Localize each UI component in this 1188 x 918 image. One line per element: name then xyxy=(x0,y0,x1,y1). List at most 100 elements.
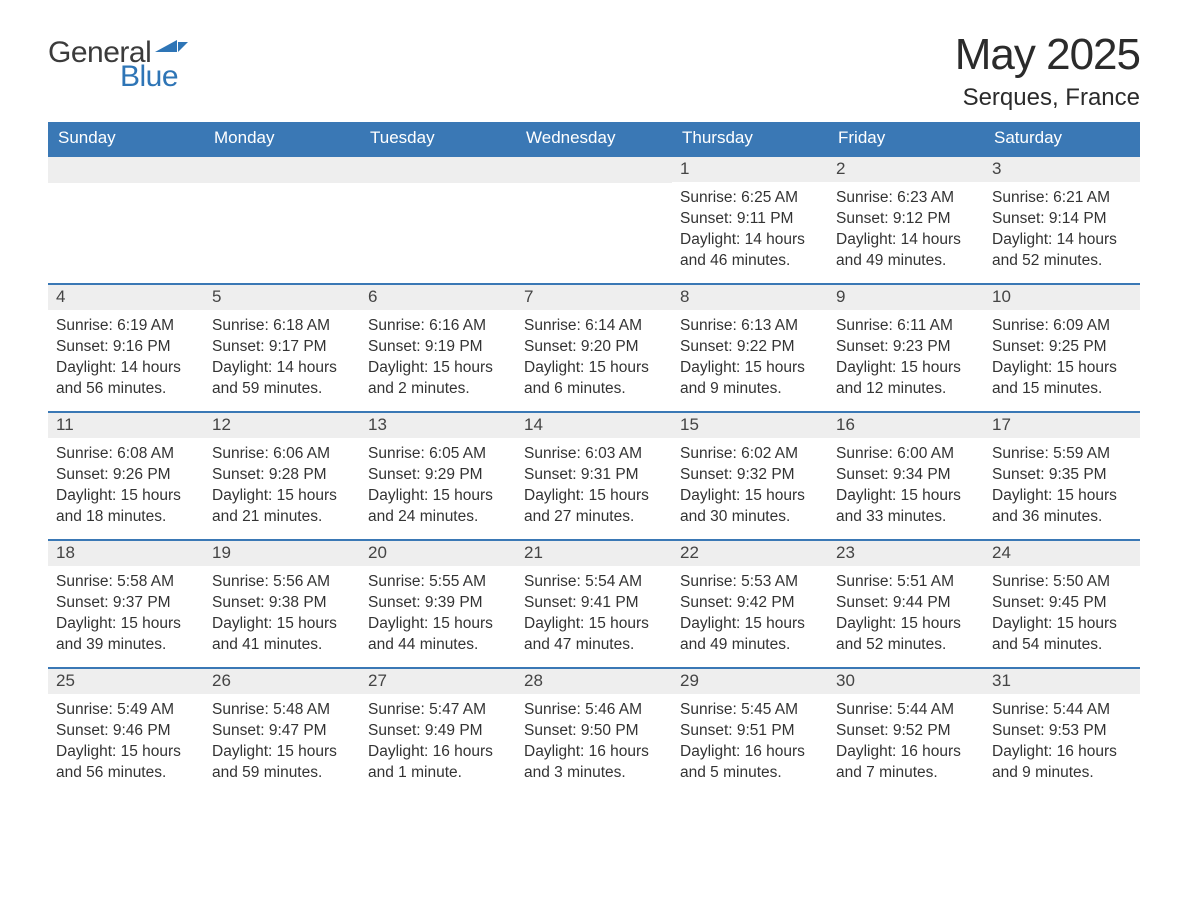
sunset-line: Sunset: 9:53 PM xyxy=(992,721,1132,742)
week-row: 25Sunrise: 5:49 AMSunset: 9:46 PMDayligh… xyxy=(48,667,1140,795)
day-cell: 30Sunrise: 5:44 AMSunset: 9:52 PMDayligh… xyxy=(828,669,984,795)
day-cell: 15Sunrise: 6:02 AMSunset: 9:32 PMDayligh… xyxy=(672,413,828,539)
day-cell: 20Sunrise: 5:55 AMSunset: 9:39 PMDayligh… xyxy=(360,541,516,667)
sunset-line: Sunset: 9:35 PM xyxy=(992,465,1132,486)
sunrise-line: Sunrise: 6:02 AM xyxy=(680,444,820,465)
sunset-line: Sunset: 9:14 PM xyxy=(992,209,1132,230)
sunrise-line: Sunrise: 6:03 AM xyxy=(524,444,664,465)
daylight-line: Daylight: 14 hours and 49 minutes. xyxy=(836,230,976,272)
day-number: 26 xyxy=(204,669,360,694)
daylight-line: Daylight: 15 hours and 15 minutes. xyxy=(992,358,1132,400)
day-details: Sunrise: 6:16 AMSunset: 9:19 PMDaylight:… xyxy=(360,310,516,404)
day-number: 14 xyxy=(516,413,672,438)
sunset-line: Sunset: 9:49 PM xyxy=(368,721,508,742)
day-number: 25 xyxy=(48,669,204,694)
day-cell: 31Sunrise: 5:44 AMSunset: 9:53 PMDayligh… xyxy=(984,669,1140,795)
sunset-line: Sunset: 9:52 PM xyxy=(836,721,976,742)
day-cell: 10Sunrise: 6:09 AMSunset: 9:25 PMDayligh… xyxy=(984,285,1140,411)
sunset-line: Sunset: 9:25 PM xyxy=(992,337,1132,358)
day-cell: 16Sunrise: 6:00 AMSunset: 9:34 PMDayligh… xyxy=(828,413,984,539)
sunrise-line: Sunrise: 5:44 AM xyxy=(836,700,976,721)
daylight-line: Daylight: 15 hours and 47 minutes. xyxy=(524,614,664,656)
daylight-line: Daylight: 15 hours and 2 minutes. xyxy=(368,358,508,400)
day-number: 6 xyxy=(360,285,516,310)
sunrise-line: Sunrise: 6:11 AM xyxy=(836,316,976,337)
daylight-line: Daylight: 15 hours and 39 minutes. xyxy=(56,614,196,656)
day-details: Sunrise: 6:11 AMSunset: 9:23 PMDaylight:… xyxy=(828,310,984,404)
sunset-line: Sunset: 9:26 PM xyxy=(56,465,196,486)
sunset-line: Sunset: 9:20 PM xyxy=(524,337,664,358)
daylight-line: Daylight: 15 hours and 6 minutes. xyxy=(524,358,664,400)
day-cell: 5Sunrise: 6:18 AMSunset: 9:17 PMDaylight… xyxy=(204,285,360,411)
dow-cell: Friday xyxy=(828,122,984,155)
sunrise-line: Sunrise: 6:13 AM xyxy=(680,316,820,337)
day-number: 16 xyxy=(828,413,984,438)
day-details: Sunrise: 5:48 AMSunset: 9:47 PMDaylight:… xyxy=(204,694,360,788)
day-details: Sunrise: 5:49 AMSunset: 9:46 PMDaylight:… xyxy=(48,694,204,788)
sunset-line: Sunset: 9:23 PM xyxy=(836,337,976,358)
week-row: 4Sunrise: 6:19 AMSunset: 9:16 PMDaylight… xyxy=(48,283,1140,411)
sunrise-line: Sunrise: 5:55 AM xyxy=(368,572,508,593)
day-number: 31 xyxy=(984,669,1140,694)
title-block: May 2025 Serques, France xyxy=(955,30,1140,112)
day-cell xyxy=(360,157,516,283)
sunset-line: Sunset: 9:42 PM xyxy=(680,593,820,614)
day-number: 8 xyxy=(672,285,828,310)
sunset-line: Sunset: 9:11 PM xyxy=(680,209,820,230)
day-cell: 29Sunrise: 5:45 AMSunset: 9:51 PMDayligh… xyxy=(672,669,828,795)
day-cell: 24Sunrise: 5:50 AMSunset: 9:45 PMDayligh… xyxy=(984,541,1140,667)
day-cell: 23Sunrise: 5:51 AMSunset: 9:44 PMDayligh… xyxy=(828,541,984,667)
sunrise-line: Sunrise: 5:49 AM xyxy=(56,700,196,721)
day-number: 22 xyxy=(672,541,828,566)
empty-day-number xyxy=(204,157,360,183)
daylight-line: Daylight: 16 hours and 3 minutes. xyxy=(524,742,664,784)
daylight-line: Daylight: 16 hours and 9 minutes. xyxy=(992,742,1132,784)
day-cell: 17Sunrise: 5:59 AMSunset: 9:35 PMDayligh… xyxy=(984,413,1140,539)
day-number: 17 xyxy=(984,413,1140,438)
day-cell: 1Sunrise: 6:25 AMSunset: 9:11 PMDaylight… xyxy=(672,157,828,283)
sunset-line: Sunset: 9:46 PM xyxy=(56,721,196,742)
week-row: 11Sunrise: 6:08 AMSunset: 9:26 PMDayligh… xyxy=(48,411,1140,539)
sunset-line: Sunset: 9:45 PM xyxy=(992,593,1132,614)
sunrise-line: Sunrise: 5:47 AM xyxy=(368,700,508,721)
day-details: Sunrise: 6:06 AMSunset: 9:28 PMDaylight:… xyxy=(204,438,360,532)
sunrise-line: Sunrise: 5:50 AM xyxy=(992,572,1132,593)
sunrise-line: Sunrise: 6:23 AM xyxy=(836,188,976,209)
day-details: Sunrise: 6:00 AMSunset: 9:34 PMDaylight:… xyxy=(828,438,984,532)
sunrise-line: Sunrise: 5:44 AM xyxy=(992,700,1132,721)
day-cell: 11Sunrise: 6:08 AMSunset: 9:26 PMDayligh… xyxy=(48,413,204,539)
sunrise-line: Sunrise: 6:21 AM xyxy=(992,188,1132,209)
day-number: 3 xyxy=(984,157,1140,182)
week-row: 1Sunrise: 6:25 AMSunset: 9:11 PMDaylight… xyxy=(48,155,1140,283)
day-details: Sunrise: 5:44 AMSunset: 9:53 PMDaylight:… xyxy=(984,694,1140,788)
day-number: 9 xyxy=(828,285,984,310)
sunset-line: Sunset: 9:37 PM xyxy=(56,593,196,614)
sunset-line: Sunset: 9:51 PM xyxy=(680,721,820,742)
day-details: Sunrise: 6:21 AMSunset: 9:14 PMDaylight:… xyxy=(984,182,1140,276)
daylight-line: Daylight: 15 hours and 54 minutes. xyxy=(992,614,1132,656)
day-cell: 18Sunrise: 5:58 AMSunset: 9:37 PMDayligh… xyxy=(48,541,204,667)
day-details: Sunrise: 6:18 AMSunset: 9:17 PMDaylight:… xyxy=(204,310,360,404)
day-number: 27 xyxy=(360,669,516,694)
day-details: Sunrise: 5:50 AMSunset: 9:45 PMDaylight:… xyxy=(984,566,1140,660)
day-number: 20 xyxy=(360,541,516,566)
sunset-line: Sunset: 9:50 PM xyxy=(524,721,664,742)
dow-cell: Thursday xyxy=(672,122,828,155)
sunset-line: Sunset: 9:29 PM xyxy=(368,465,508,486)
day-number: 28 xyxy=(516,669,672,694)
day-number: 19 xyxy=(204,541,360,566)
sunset-line: Sunset: 9:41 PM xyxy=(524,593,664,614)
daylight-line: Daylight: 15 hours and 24 minutes. xyxy=(368,486,508,528)
dow-cell: Tuesday xyxy=(360,122,516,155)
day-details: Sunrise: 5:45 AMSunset: 9:51 PMDaylight:… xyxy=(672,694,828,788)
day-details: Sunrise: 6:03 AMSunset: 9:31 PMDaylight:… xyxy=(516,438,672,532)
location-label: Serques, France xyxy=(955,84,1140,112)
day-cell: 19Sunrise: 5:56 AMSunset: 9:38 PMDayligh… xyxy=(204,541,360,667)
sunset-line: Sunset: 9:39 PM xyxy=(368,593,508,614)
daylight-line: Daylight: 15 hours and 49 minutes. xyxy=(680,614,820,656)
sunset-line: Sunset: 9:16 PM xyxy=(56,337,196,358)
sunrise-line: Sunrise: 6:06 AM xyxy=(212,444,352,465)
day-details: Sunrise: 6:05 AMSunset: 9:29 PMDaylight:… xyxy=(360,438,516,532)
day-cell: 3Sunrise: 6:21 AMSunset: 9:14 PMDaylight… xyxy=(984,157,1140,283)
daylight-line: Daylight: 15 hours and 30 minutes. xyxy=(680,486,820,528)
